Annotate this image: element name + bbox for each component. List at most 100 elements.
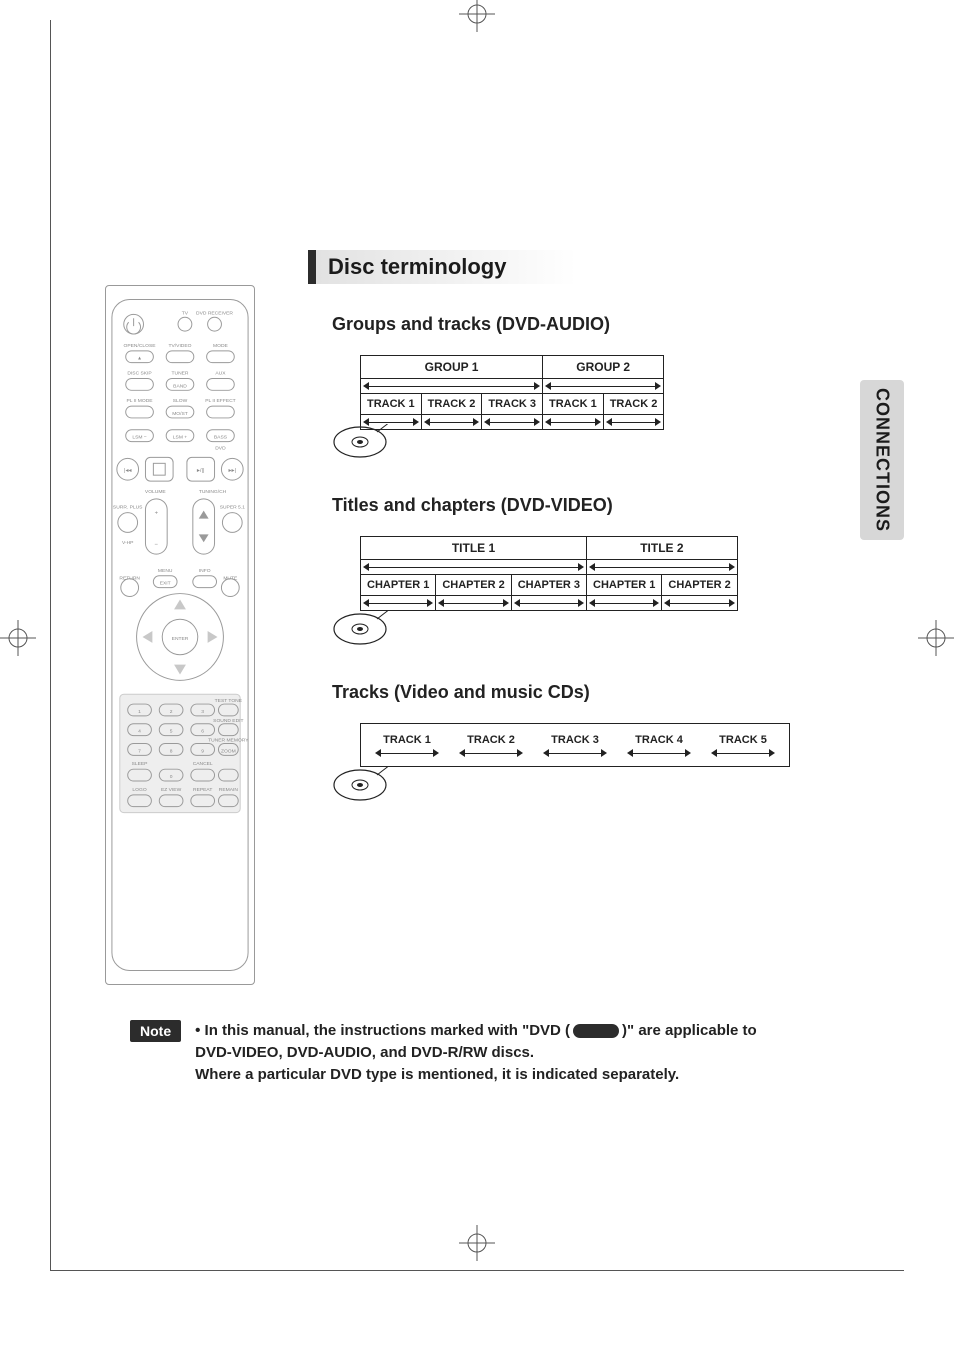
track-label: TRACK 1 (375, 734, 439, 746)
note-line2: DVD-VIDEO, DVD-AUDIO, and DVD-R/RW discs… (195, 1044, 534, 1061)
svg-text:CANCEL: CANCEL (193, 761, 213, 767)
svg-text:−: − (155, 542, 159, 548)
svg-text:OPEN/CLOSE: OPEN/CLOSE (124, 343, 157, 349)
svg-text:AUX: AUX (215, 371, 226, 377)
svg-text:4: 4 (138, 729, 141, 735)
svg-text:8: 8 (170, 748, 173, 754)
svg-text:VOLUME: VOLUME (145, 489, 167, 495)
svg-text:INFO: INFO (199, 568, 211, 574)
group-item: TRACK 3 (482, 394, 543, 415)
struct-table-video: TITLE 1TITLE 2CHAPTER 1CHAPTER 2CHAPTER … (360, 536, 738, 611)
svg-text:RETURN: RETURN (119, 576, 140, 582)
track-label: TRACK 4 (627, 734, 691, 746)
disc-icon (332, 611, 388, 652)
svg-text:TEST TONE: TEST TONE (215, 698, 243, 704)
group-item: TRACK 1 (543, 394, 604, 415)
group-item: TRACK 1 (361, 394, 422, 415)
svg-text:DISC SKIP: DISC SKIP (127, 371, 152, 377)
side-tab-connections: CONNECTIONS (860, 380, 904, 540)
subheading-cd: Tracks (Video and music CDs) (332, 682, 846, 703)
svg-text:LSM +: LSM + (173, 435, 187, 441)
group-header: TITLE 1 (361, 537, 587, 560)
group-header: TITLE 2 (587, 537, 738, 560)
svg-text:+: + (155, 511, 159, 517)
svg-text:SOUND EDIT: SOUND EDIT (213, 718, 243, 724)
svg-text:REMAIN: REMAIN (219, 787, 239, 793)
content-column: Disc terminology Groups and tracks (DVD-… (308, 250, 846, 808)
svg-text:▲: ▲ (137, 357, 142, 362)
note-line1b: )" are applicable to (622, 1022, 757, 1039)
crop-mark-right (918, 620, 954, 656)
track-label: TRACK 5 (711, 734, 775, 746)
svg-text:TUNER MEMORY: TUNER MEMORY (208, 738, 249, 744)
note-line1a: • In this manual, the instructions marke… (195, 1022, 570, 1039)
svg-text:ZOOM: ZOOM (221, 748, 236, 754)
svg-text:SLEEP: SLEEP (132, 761, 149, 767)
remote-illustration: .b{fill:none;stroke:#9a9a9a;stroke-width… (105, 285, 255, 985)
subheading-audio: Groups and tracks (DVD-AUDIO) (332, 314, 846, 335)
svg-text:MO/ST: MO/ST (172, 411, 188, 417)
group-item: CHAPTER 1 (361, 575, 436, 596)
note-block: Note • In this manual, the instructions … (130, 1020, 846, 1085)
svg-text:1: 1 (138, 709, 141, 715)
svg-text:SLOW: SLOW (173, 398, 188, 404)
svg-text:6: 6 (201, 729, 204, 735)
svg-text:PL II EFFECT: PL II EFFECT (205, 398, 235, 404)
disc-icon (332, 424, 388, 465)
svg-text:5: 5 (170, 729, 173, 735)
svg-text:LSM −: LSM − (132, 435, 146, 441)
subheading-video: Titles and chapters (DVD-VIDEO) (332, 495, 846, 516)
svg-text:MENU: MENU (158, 568, 173, 574)
svg-text:▸/||: ▸/|| (197, 468, 205, 474)
svg-text:BASS: BASS (214, 435, 228, 441)
svg-text:2: 2 (170, 709, 173, 715)
svg-text:3: 3 (201, 709, 204, 715)
svg-text:EXIT: EXIT (160, 581, 171, 587)
svg-text:TUNING/CH: TUNING/CH (199, 489, 227, 495)
group-item: CHAPTER 3 (511, 575, 586, 596)
tracks-box: TRACK 1 TRACK 2 TRACK 3 TRACK 4 TRACK 5 (360, 723, 790, 767)
group-header: GROUP 1 (361, 356, 543, 379)
svg-text:TV/VIDEO: TV/VIDEO (169, 343, 192, 349)
svg-text:TUNER: TUNER (172, 371, 189, 377)
section-title-text: Disc terminology (328, 254, 506, 279)
svg-text:BAND: BAND (173, 383, 187, 389)
svg-text:MODE: MODE (213, 343, 228, 349)
diagram-audio: GROUP 1GROUP 2TRACK 1TRACK 2TRACK 3TRACK… (332, 355, 846, 465)
note-line3: Where a particular DVD type is mentioned… (195, 1066, 679, 1083)
dvd-pill-icon (573, 1024, 619, 1038)
group-item: TRACK 2 (421, 394, 482, 415)
group-item: CHAPTER 2 (436, 575, 511, 596)
group-item: CHAPTER 1 (587, 575, 662, 596)
svg-text:9: 9 (201, 748, 204, 754)
svg-text:DVD RECEIVER: DVD RECEIVER (196, 310, 233, 316)
group-item: TRACK 2 (603, 394, 664, 415)
disc-icon (332, 767, 388, 808)
svg-text:ENTER: ENTER (172, 636, 189, 642)
svg-text:SUPER 5.1: SUPER 5.1 (220, 505, 245, 511)
svg-text:SURR. PLUS: SURR. PLUS (113, 505, 143, 511)
diagram-video: TITLE 1TITLE 2CHAPTER 1CHAPTER 2CHAPTER … (332, 536, 846, 652)
svg-text:LOGO: LOGO (132, 787, 146, 793)
track-label: TRACK 2 (459, 734, 523, 746)
group-item: CHAPTER 2 (662, 575, 737, 596)
track-label: TRACK 3 (543, 734, 607, 746)
side-tab-label: CONNECTIONS (872, 388, 893, 532)
svg-text:TV: TV (182, 310, 189, 316)
crop-mark-left (0, 620, 36, 656)
svg-text:MUTE: MUTE (223, 576, 238, 582)
svg-text:DVD: DVD (215, 446, 226, 452)
section-title: Disc terminology (308, 250, 688, 284)
svg-text:REPEAT: REPEAT (193, 787, 212, 793)
group-header: GROUP 2 (543, 356, 664, 379)
note-badge: Note (130, 1020, 181, 1042)
svg-text:▸▸|: ▸▸| (229, 468, 236, 474)
svg-text:EZ VIEW: EZ VIEW (161, 787, 182, 793)
svg-text:0: 0 (170, 774, 173, 780)
note-text: • In this manual, the instructions marke… (195, 1020, 757, 1085)
svg-text:|◂◂: |◂◂ (124, 468, 131, 474)
struct-table-audio: GROUP 1GROUP 2TRACK 1TRACK 2TRACK 3TRACK… (360, 355, 664, 430)
svg-text:PL II MODE: PL II MODE (127, 398, 154, 404)
diagram-cd: TRACK 1 TRACK 2 TRACK 3 TRACK 4 TRACK 5 (332, 723, 846, 808)
svg-text:7: 7 (138, 748, 141, 754)
